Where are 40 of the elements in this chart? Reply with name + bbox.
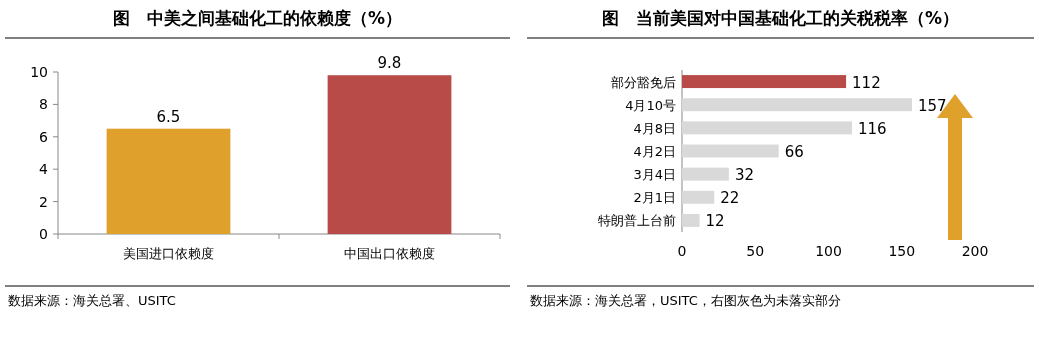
x-tick-label: 150: [888, 243, 916, 259]
y-tick-label: 4月8日: [633, 120, 676, 136]
x-tick-label: 0: [677, 243, 687, 259]
y-tick-label: 特朗普上台前: [598, 213, 676, 229]
bar: [682, 213, 700, 227]
y-tick-label: 4月2日: [633, 144, 676, 159]
data-label: 116: [857, 119, 887, 138]
x-tick-label: 中国出口依赖度: [344, 246, 435, 261]
y-tick-label: 4: [39, 161, 49, 178]
y-tick-label: 4月10号: [625, 97, 676, 113]
x-tick-label: 200: [961, 243, 989, 259]
y-tick-label: 10: [30, 64, 48, 80]
y-tick-label: 2月1日: [633, 190, 676, 206]
data-label: 112: [852, 73, 881, 92]
y-tick-label: 部分豁免后: [611, 74, 676, 90]
bar: [682, 75, 847, 89]
x-tick-label: 50: [746, 243, 765, 259]
data-label: 9.8: [377, 54, 402, 73]
bar: [682, 167, 729, 181]
y-tick-label: 0: [39, 226, 48, 242]
data-label: 6.5: [156, 107, 181, 126]
y-tick-label: 2: [39, 193, 48, 210]
x-tick-label: 100: [815, 243, 842, 259]
bar: [682, 144, 779, 158]
source-note: 数据来源：海关总署，USITC，右图灰色为未落实部分: [530, 293, 841, 308]
bar: [682, 190, 715, 204]
y-tick-label: 3月4日: [633, 167, 676, 183]
data-label: 66: [784, 143, 804, 161]
bar: [682, 121, 852, 135]
data-label: 157: [918, 96, 947, 115]
bar: [682, 98, 913, 112]
chart-title: 图 中美之间基础化工的依赖度（%）: [112, 8, 403, 28]
y-tick-label: 8: [39, 96, 48, 113]
source-note: 数据来源：海关总署、USITC: [8, 293, 176, 308]
chart-title: 图 当前美国对中国基础化工的关税税率（%）: [601, 8, 960, 28]
data-label: 12: [705, 212, 725, 231]
data-label: 22: [720, 189, 740, 208]
y-tick-label: 6: [39, 128, 49, 145]
data-label: 32: [734, 166, 754, 185]
x-tick-label: 美国进口依赖度: [123, 246, 214, 261]
